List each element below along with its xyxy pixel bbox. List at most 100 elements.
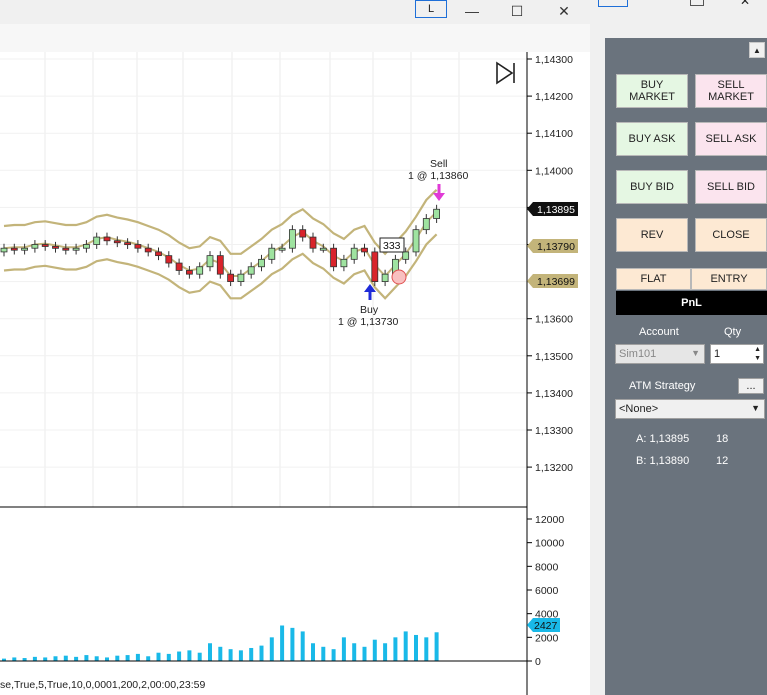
panel-titlebar: ✕ [590,0,767,38]
volume-tick-label: 6000 [535,585,559,597]
window-gap [590,0,605,695]
ask-size: 18 [716,433,729,445]
candle-body [0,247,8,253]
minimize-icon[interactable]: — [465,3,479,19]
candle-body [350,247,358,260]
buy-market-button[interactable]: BUY MARKET [616,74,688,108]
close-position-button[interactable]: CLOSE [695,218,767,252]
chevron-down-icon: ▼ [751,403,760,413]
volume-bar [177,651,182,661]
scroll-up-icon[interactable]: ▲ [749,42,765,58]
panel-layout-button[interactable] [598,0,628,7]
order-qty-label[interactable]: 333 [379,237,405,253]
candle-body [196,266,204,275]
maximize-icon[interactable]: ☐ [510,2,524,19]
atm-settings-button[interactable]: ... [738,378,764,394]
candle-body [185,270,193,275]
volume-tick-label: 0 [535,656,541,668]
price-chart[interactable]: 1,143001,142001,141001,140001,139001,138… [0,52,590,695]
account-select[interactable]: Sim101 ▼ [615,344,705,364]
candle-body [330,247,338,268]
volume-bar [156,652,161,661]
candle-body [319,247,327,251]
candle-body [144,247,152,253]
price-marker-mid: 1,13790 [527,239,578,253]
volume-bar [74,656,79,661]
entry-tab[interactable]: ENTRY [691,268,767,290]
buy-ask-button[interactable]: BUY ASK [616,122,688,156]
volume-bar [311,643,315,661]
candle-body [412,229,420,253]
volume-bar [269,637,274,661]
volume-bar [166,653,171,661]
qty-input[interactable]: 1 ▲ ▼ [710,344,764,364]
volume-bar [290,627,295,661]
candle-body [361,247,368,253]
volume-bar [84,655,89,661]
candlesticks [0,204,441,287]
buy-bid-button[interactable]: BUY BID [616,170,688,204]
volume-bar [125,655,130,661]
volume-bar [434,632,439,661]
indicator-params: se,True,5,True,10,0,0001,200,2,00:00,23:… [0,679,205,691]
qty-value: 1 [714,348,721,360]
sell-bid-button[interactable]: SELL BID [695,170,767,204]
volume-bar [2,658,6,661]
price-axis: 1,143001,142001,141001,140001,139001,138… [527,54,573,474]
panel-restore-icon[interactable] [690,0,704,6]
lower-band [3,233,438,300]
candle-body [422,218,430,231]
candle-body [165,255,173,264]
qty-stepper-icon[interactable]: ▲ ▼ [754,346,761,362]
volume-bar [32,656,37,661]
volume-tick-label: 4000 [535,609,559,621]
flat-tab[interactable]: FLAT [616,268,691,290]
chart-trader-panel: ▲ BUY MARKET SELL MARKET BUY ASK SELL ASK … [605,38,767,695]
price-marker-low: 1,13699 [527,274,578,288]
panel-close-icon[interactable]: ✕ [740,0,751,8]
svg-text:333: 333 [383,240,401,252]
close-icon[interactable]: ✕ [558,2,570,19]
volume-bar [280,625,285,661]
sell-ask-button[interactable]: SELL ASK [695,122,767,156]
volume-tick-label: 8000 [535,561,559,573]
volume-tick-label: 2000 [535,632,559,644]
candle-body [340,258,348,268]
svg-text:1,13895: 1,13895 [537,204,575,216]
price-tick-label: 1,14000 [535,165,573,177]
candle-body [83,244,90,249]
candle-body [288,229,296,249]
volume-bar [403,631,408,661]
candle-body [402,251,410,260]
layout-button[interactable]: L [415,0,447,18]
upper-band [3,189,438,256]
sell-market-button[interactable]: SELL MARKET [695,74,767,108]
reverse-button[interactable]: REV [616,218,688,252]
sell-detail: 1 @ 1,13860 [408,170,468,182]
volume-bar [208,643,212,661]
volume-bar [424,637,429,661]
candle-body [433,208,441,219]
volume-bar [146,656,151,661]
candle-body [21,247,29,251]
candle-body [216,255,224,275]
svg-text:1,13699: 1,13699 [537,276,575,288]
candle-body [371,251,379,282]
qty-label: Qty [724,326,742,338]
volume-bar [414,634,418,661]
candle-body [227,273,235,282]
volume-bar [321,646,326,661]
ask-price: A: 1,13895 [636,433,690,445]
candle-body [93,236,101,245]
volume-bar [218,646,223,661]
volume-bar [105,657,109,661]
volume-bar [300,631,305,661]
candle-body [247,266,255,275]
atm-strategy-select[interactable]: <None> ▼ [615,399,765,419]
candle-body [155,251,162,257]
price-marker-last: 1,13895 [527,202,578,216]
buy-arrow-icon [364,284,376,300]
candle-body [175,262,183,271]
scroll-end-icon[interactable] [496,61,515,85]
candle-body [103,236,111,242]
